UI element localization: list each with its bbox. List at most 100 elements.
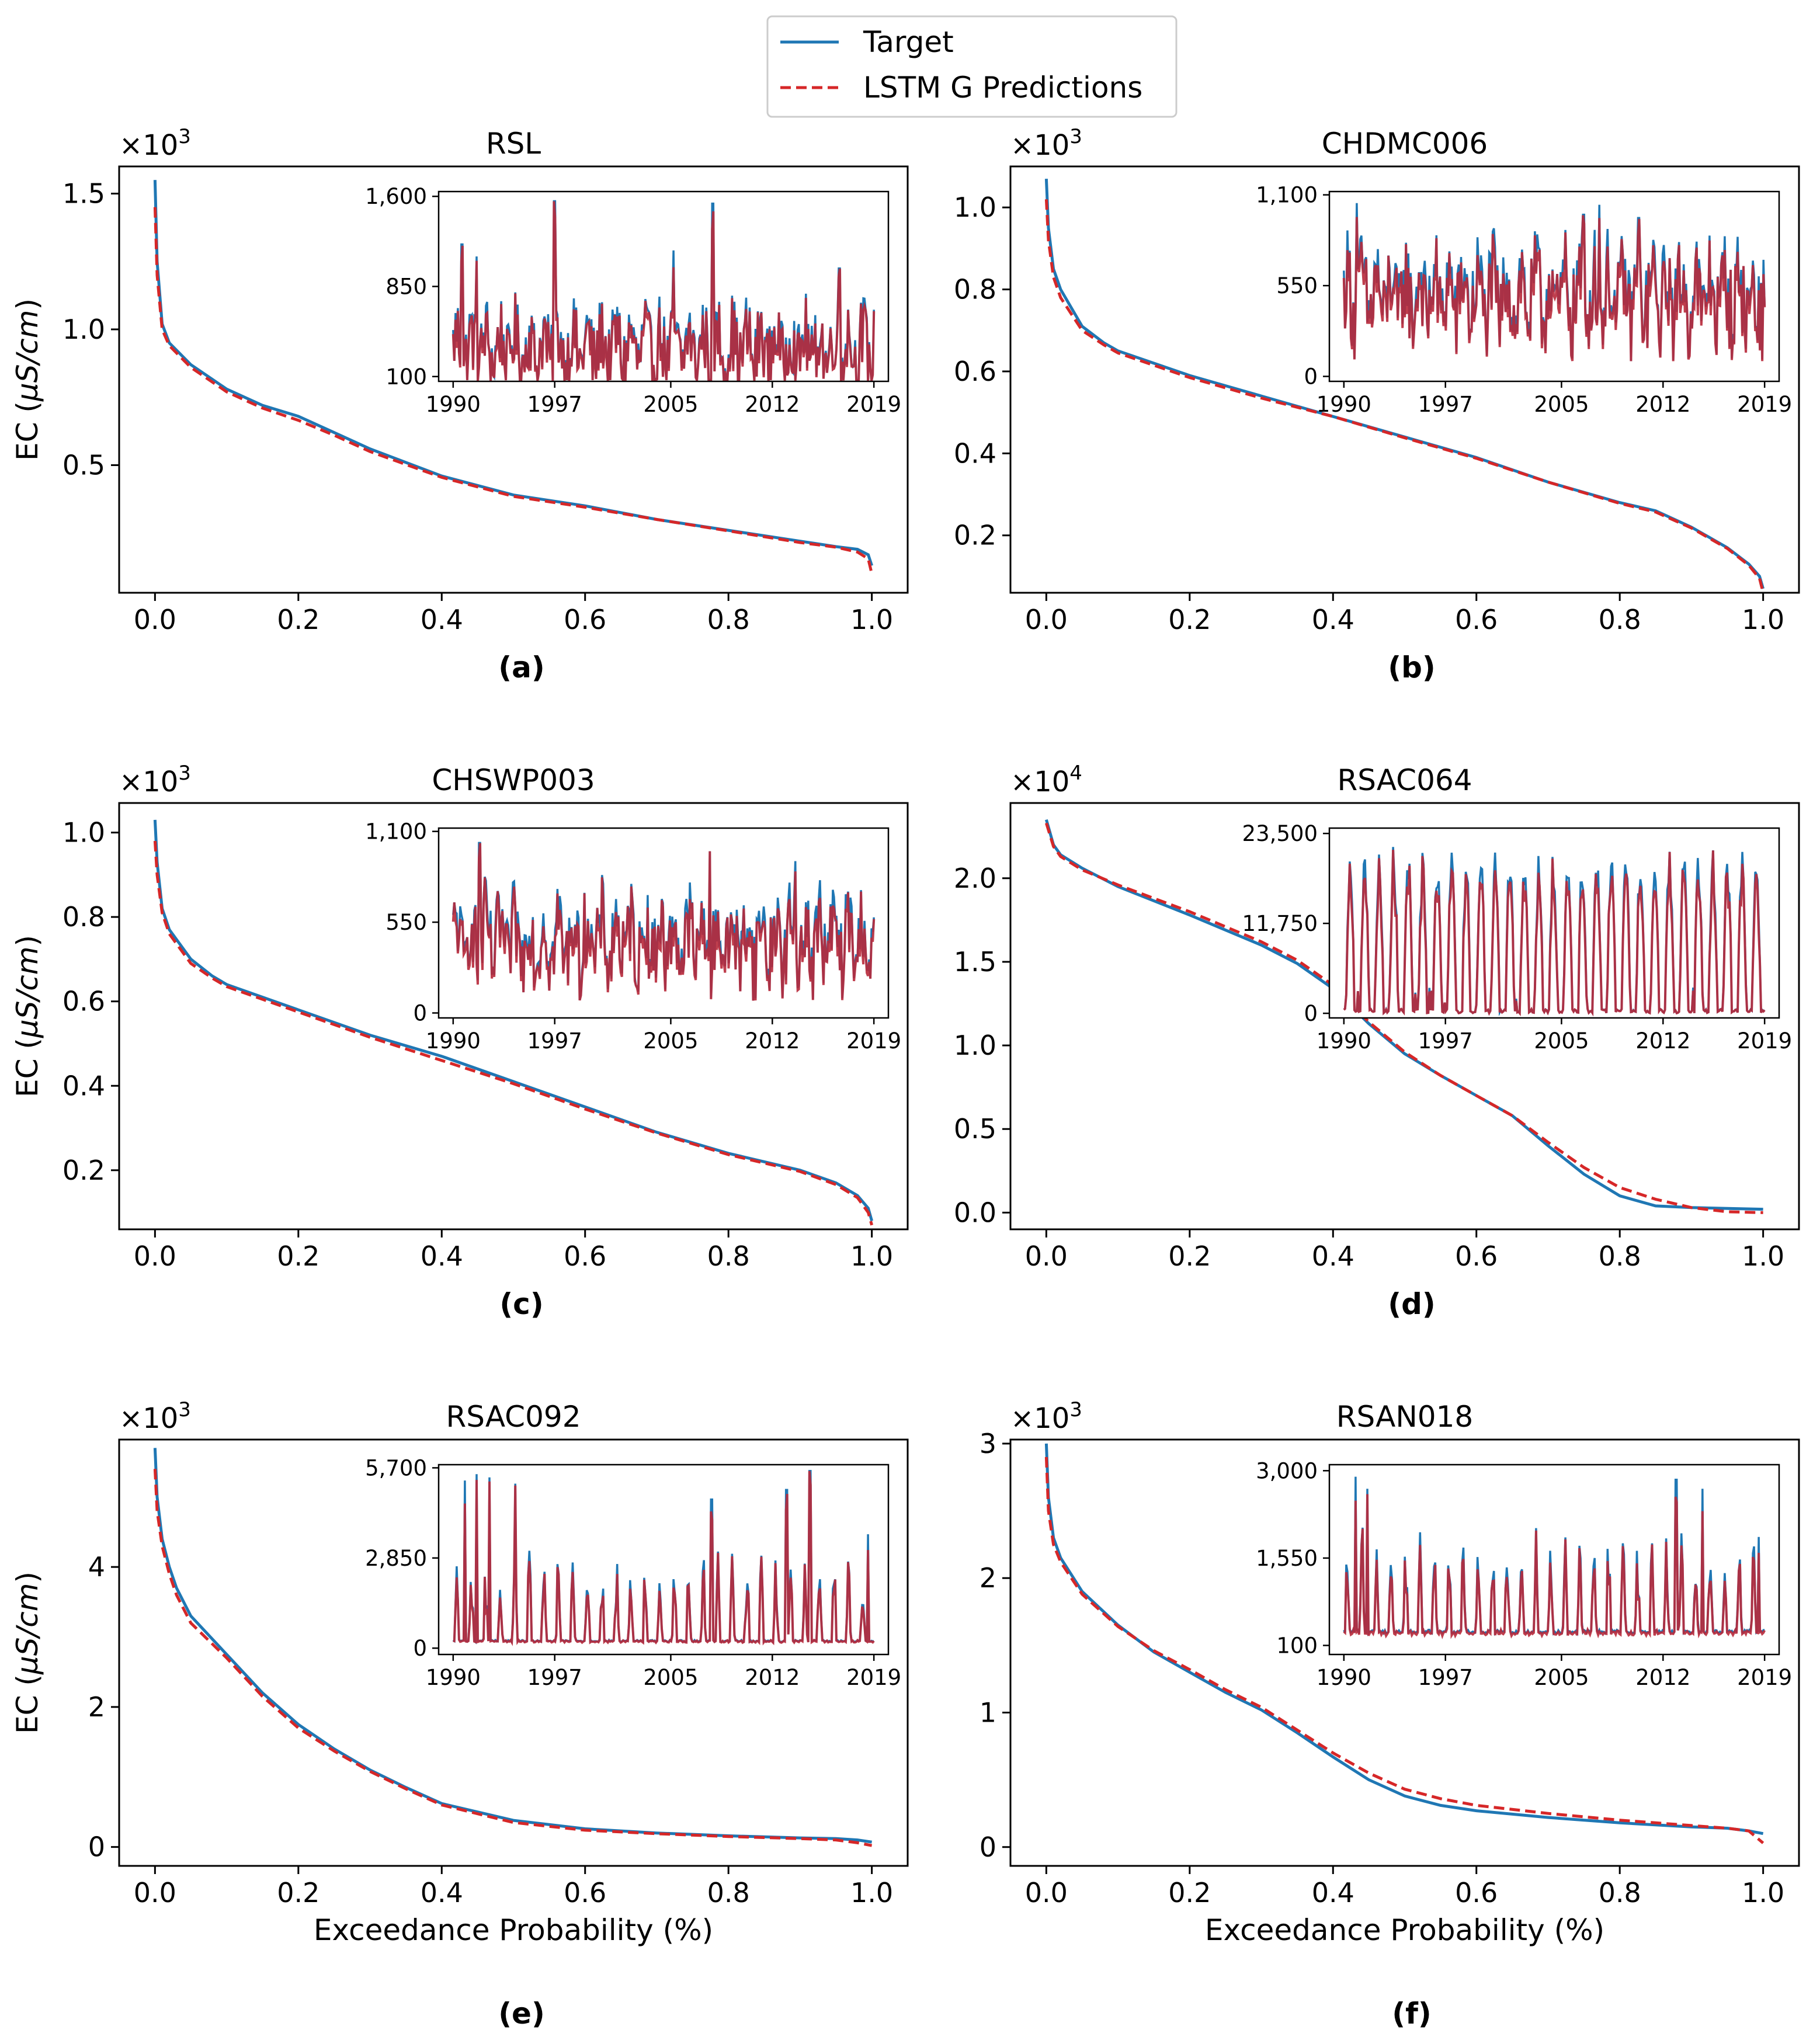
x-tick-label: 0.6: [564, 1877, 606, 1909]
inset-timeseries: 1990 1997 2005 2012 2019 0 550 1,100: [1256, 183, 1792, 417]
legend-prediction-label: LSTM G Predictions: [863, 71, 1142, 105]
inset-x-tick-label: 2019: [1737, 1028, 1792, 1054]
inset-prediction-line: [453, 1471, 875, 1646]
x-axis-label: Exceedance Probability (%): [314, 1913, 713, 1947]
x-tick-label: 0.6: [564, 1240, 606, 1272]
axes-frame: [118, 1438, 909, 1867]
x-tick-label: 0.4: [1312, 1877, 1354, 1909]
inset-x-tick-label: 1990: [426, 392, 481, 417]
prediction-line: [153, 1469, 873, 1847]
y-tick-label: 3: [980, 1428, 996, 1459]
inset-y-tick-label: 0: [413, 1636, 427, 1661]
inset-x-tick-label: 2012: [745, 392, 800, 417]
inset-y-tick-label: 0: [413, 1001, 427, 1026]
x-tick-label: 0.2: [277, 604, 319, 635]
y-tick-label: 0.6: [954, 356, 996, 387]
x-tick-label: 0.0: [1025, 1877, 1068, 1909]
x-tick-label: 0.2: [1168, 604, 1211, 635]
inset-x-tick-label: 1997: [1418, 392, 1473, 417]
inset-y-tick-label: 100: [385, 364, 427, 390]
x-tick-label: 0.0: [1025, 604, 1068, 635]
inset-x-tick-label: 2012: [1635, 392, 1690, 417]
y-tick-label: 2.0: [954, 863, 996, 894]
y-axis-label: EC (μS/cm): [11, 298, 44, 461]
legend-frame: [766, 15, 1178, 118]
y-tick-label: 0.2: [62, 1155, 105, 1186]
panel-label: (a): [498, 651, 544, 684]
axes-frame: [118, 802, 909, 1230]
y-tick-label: 0.5: [62, 449, 105, 481]
inset-x-tick-label: 1990: [1317, 1028, 1371, 1054]
chart-panel-4: 0.0 0.2 0.4 0.6 0.8 1.00.00.51.01.52.0×104 RSA…: [954, 762, 1800, 1321]
x-tick-label: 0.2: [277, 1240, 319, 1272]
inset-prediction-line: [1343, 1494, 1766, 1639]
inset-prediction-line: [1343, 850, 1766, 1017]
inset-y-tick-label: 11,750: [1242, 911, 1318, 936]
prediction-line: [153, 840, 874, 1226]
target-line: [153, 819, 874, 1222]
chart-title: RSAC064: [1337, 763, 1472, 797]
inset-timeseries: 1990 1997 2005 2012 2019 0 2,850 5,700: [365, 1455, 901, 1690]
x-tick-label: 0.6: [1455, 1240, 1498, 1272]
x-tick-label: 0.0: [1025, 1240, 1068, 1272]
inset-prediction-line: [1342, 215, 1766, 361]
inset-x-tick-label: 2005: [643, 1665, 698, 1690]
x-tick-label: 0.0: [134, 1877, 176, 1909]
inset-y-tick-label: 550: [385, 910, 427, 935]
y-tick-label: 2: [88, 1691, 105, 1723]
x-tick-label: 0.8: [707, 1240, 750, 1272]
x-tick-label: 0.8: [1599, 1877, 1641, 1909]
target-line: [1044, 819, 1763, 1211]
inset-y-tick-label: 0: [1304, 364, 1318, 390]
x-tick-label: 0.2: [1168, 1240, 1211, 1272]
x-tick-label: 0.8: [1599, 604, 1641, 635]
inset-x-tick-label: 2012: [745, 1028, 800, 1054]
x-tick-label: 1.0: [850, 1240, 893, 1272]
inset-y-tick-label: 23,500: [1242, 821, 1318, 846]
y-tick-label: 1.5: [62, 178, 105, 209]
inset-y-tick-label: 1,550: [1256, 1546, 1318, 1571]
inset-x-tick-label: 1997: [527, 1665, 582, 1690]
target-line: [1044, 1443, 1764, 1836]
inset-x-tick-label: 1997: [1418, 1028, 1473, 1054]
x-tick-label: 0.2: [277, 1877, 319, 1909]
y-tick-label: 1.0: [62, 314, 105, 345]
x-tick-label: 0.4: [1312, 1240, 1354, 1272]
y-tick-label: 0.0: [954, 1197, 996, 1228]
inset-x-tick-label: 1990: [1317, 392, 1371, 417]
inset-frame: [437, 1464, 890, 1656]
x-tick-label: 0.0: [134, 604, 176, 635]
x-tick-label: 1.0: [1742, 1240, 1784, 1272]
y-tick-label: 1.5: [954, 946, 996, 978]
prediction-line: [1044, 1456, 1765, 1844]
x-tick-label: 0.4: [421, 1877, 463, 1909]
x-tick-label: 0.6: [1455, 604, 1498, 635]
x-tick-label: 0.8: [1599, 1240, 1641, 1272]
inset-timeseries: 1990 1997 2005 2012 2019 100 850 1,600: [365, 184, 901, 417]
x-tick-label: 0.4: [421, 1240, 463, 1272]
inset-x-tick-label: 2005: [643, 1028, 698, 1054]
inset-x-tick-label: 2019: [1737, 392, 1792, 417]
inset-x-tick-label: 2012: [1635, 1665, 1690, 1690]
inset-x-tick-label: 1997: [1418, 1665, 1473, 1690]
chart-title: CHSWP003: [432, 763, 595, 797]
axes-frame: [1009, 802, 1800, 1230]
inset-x-tick-label: 1990: [426, 1028, 481, 1054]
inset-prediction-line: [451, 201, 876, 381]
y-tick-label: 1.0: [954, 1030, 996, 1061]
axes-frame: [1009, 1438, 1800, 1867]
inset-frame: [1328, 190, 1780, 383]
inset-timeseries: 1990 1997 2005 2012 2019 100 1,550 3,000: [1256, 1458, 1792, 1690]
y-tick-label: 1.0: [62, 817, 105, 849]
y-tick-label: 0.5: [954, 1113, 996, 1145]
x-tick-label: 0.6: [1455, 1877, 1498, 1909]
inset-y-tick-label: 5,700: [365, 1455, 427, 1480]
inset-x-tick-label: 2005: [1534, 1665, 1589, 1690]
inset-timeseries: 1990 1997 2005 2012 2019 0 11,750 23,500: [1242, 821, 1793, 1054]
y-tick-label: 4: [88, 1551, 105, 1583]
panel-label: (d): [1388, 1287, 1436, 1321]
